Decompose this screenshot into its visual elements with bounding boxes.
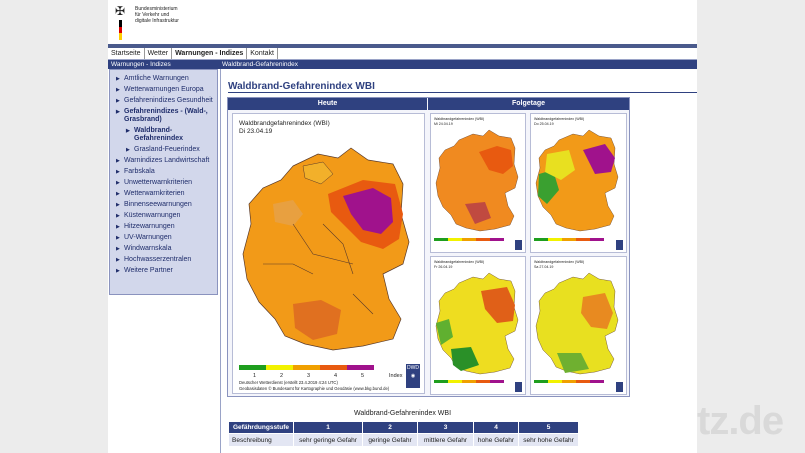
sidebar-item-wetterwarnkriterien[interactable]: Wetterwarnkriterien [110, 188, 217, 199]
sidebar-item-amtliche-warnungen[interactable]: Amtliche Warnungen [110, 73, 217, 84]
hazard-table-title: Waldbrand-Gefahrenindex WBI [354, 410, 452, 417]
hazard-header-1: 1 [293, 421, 363, 434]
hazard-desc-5: sehr hohe Gefahr [518, 433, 579, 447]
page: ✠ Bundesministerium für Verkehr und digi… [108, 0, 697, 453]
hazard-desc-4: hohe Gefahr [473, 433, 519, 447]
hazard-desc-1: sehr geringe Gefahr [293, 433, 363, 447]
nav-item-kontakt[interactable]: Kontakt [247, 48, 279, 59]
hazard-table: Gefährdungsstufe 1 2 3 4 5 Beschreibung … [228, 421, 579, 447]
small-map-3[interactable]: Waldbrandgefahrenindex (WBI) Fr 26.04.19 [430, 256, 526, 395]
sidebar-item-farbskala[interactable]: Farbskala [110, 166, 217, 177]
title-underline [228, 92, 697, 93]
sidebar-title: Warnungen - Indizes [111, 61, 171, 68]
watermark: tz.de [697, 399, 784, 443]
germany-map-today [242, 147, 410, 351]
page-title: Waldbrand-Gefahrenindex WBI [228, 81, 375, 92]
hazard-header-4: 4 [473, 421, 519, 434]
germany-map-small-2 [535, 129, 619, 232]
big-map-panel[interactable]: Waldbrandgefahrenindex (WBI) Di 23.04.19… [232, 113, 425, 394]
scale-label-2: 2 [280, 373, 284, 379]
sidebar-item-binnenseewarnungen[interactable]: Binnenseewarnungen [110, 199, 217, 210]
scale-index-label: Index [389, 373, 403, 379]
dwd-small-icon [515, 382, 522, 392]
small-map-1-date: Mi 24.04.19 [434, 122, 453, 126]
big-map-footer1: Deutscher Wetterdienst (erstellt 23.4.20… [239, 380, 338, 385]
nav-item-wetter[interactable]: Wetter [145, 48, 173, 59]
scale-label-1: 1 [253, 373, 257, 379]
nav-item-warnungen[interactable]: Warnungen - Indizes [172, 48, 248, 59]
sidebar-item-grasland[interactable]: Grasland-Feuerindex [110, 144, 217, 155]
scale-label-5: 5 [361, 373, 365, 379]
small-scale-1 [434, 238, 504, 241]
hazard-header-5: 5 [518, 421, 579, 434]
dwd-small-icon [616, 240, 623, 250]
small-map-3-title: Waldbrandgefahrenindex (WBI) [434, 260, 485, 264]
sidebar-item-weitere-partner[interactable]: Weitere Partner [110, 265, 217, 276]
big-map-date: Di 23.04.19 [239, 128, 273, 135]
sidebar: Amtliche Warnungen Wetterwarnungen Europ… [109, 69, 218, 295]
germany-map-small-1 [435, 129, 519, 232]
ministry-logo[interactable]: ✠ Bundesministerium für Verkehr und digi… [115, 4, 205, 40]
nav-item-startseite[interactable]: Startseite [108, 48, 145, 59]
maps-box: Heute Folgetage Waldbrandgefahrenindex (… [227, 97, 630, 397]
sidebar-item-unwetterwarnkriterien[interactable]: Unwetterwarnkriterien [110, 177, 217, 188]
col-header-folgetage: Folgetage [428, 98, 629, 110]
ministry-line3: digitale Infrastruktur [135, 18, 179, 24]
small-map-4-date: Sa 27.04.19 [534, 265, 554, 269]
hazard-header-label: Gefährdungsstufe [228, 421, 294, 434]
dwd-small-icon [616, 382, 623, 392]
small-map-4[interactable]: Waldbrandgefahrenindex (WBI) Sa 27.04.19 [530, 256, 627, 395]
sidebar-item-gefahrenindizes-brand[interactable]: Gefahrenindizes - (Wald-, Grasbrand) [110, 106, 217, 125]
hazard-header-2: 2 [362, 421, 418, 434]
germany-map-small-4 [535, 272, 619, 375]
big-map-title: Waldbrandgefahrenindex (WBI) [239, 120, 330, 127]
content-title: Waldbrand-Gefahrenindex [222, 61, 298, 68]
small-scale-3 [434, 380, 504, 383]
top-bar [108, 44, 697, 48]
ministry-name: Bundesministerium für Verkehr und digita… [135, 6, 215, 24]
sidebar-item-warnindizes-landwirtschaft[interactable]: Warnindizes Landwirtschaft [110, 155, 217, 166]
small-map-3-date: Fr 26.04.19 [434, 265, 453, 269]
section-header-bar: Warnungen - Indizes Waldbrand-Gefahrenin… [108, 60, 697, 69]
sidebar-item-hochwasserzentralen[interactable]: Hochwasserzentralen [110, 254, 217, 265]
ministry-line2: für Verkehr und [135, 12, 170, 18]
eagle-icon: ✠ [115, 4, 126, 18]
hazard-desc-2: geringe Gefahr [362, 433, 418, 447]
dwd-logo-icon: DWD ◉ [406, 364, 420, 388]
sidebar-item-gefahrenindizes-gesundheit[interactable]: Gefahrenindizes Gesundheit [110, 95, 217, 106]
sidebar-item-kuestenwarnungen[interactable]: Küstenwarnungen [110, 210, 217, 221]
small-map-2-date: Do 25.04.19 [534, 122, 554, 126]
sidebar-item-hitzewarnungen[interactable]: Hitzewarnungen [110, 221, 217, 232]
col-header-heute: Heute [228, 98, 427, 110]
small-map-1[interactable]: Waldbrandgefahrenindex (WBI) Mi 24.04.19 [430, 113, 526, 253]
main-nav: Startseite Wetter Warnungen - Indizes Konta… [108, 48, 697, 60]
ministry-line1: Bundesministerium [135, 6, 178, 12]
small-map-2-title: Waldbrandgefahrenindex (WBI) [534, 117, 585, 121]
small-map-4-title: Waldbrandgefahrenindex (WBI) [534, 260, 585, 264]
sidebar-item-uv-warnungen[interactable]: UV-Warnungen [110, 232, 217, 243]
hazard-desc-3: mittlere Gefahr [417, 433, 474, 447]
small-map-2[interactable]: Waldbrandgefahrenindex (WBI) Do 25.04.19 [530, 113, 627, 253]
small-map-1-title: Waldbrandgefahrenindex (WBI) [434, 117, 485, 121]
small-scale-2 [534, 238, 604, 241]
sidebar-item-waldbrand[interactable]: Waldbrand-Gefahrenindex [110, 125, 217, 144]
german-flag-icon [119, 20, 122, 40]
dwd-small-icon [515, 240, 522, 250]
big-map-footer2: Geobasisdaten © Bundesamt für Kartograph… [239, 386, 390, 391]
color-scale-bar [239, 365, 374, 370]
dwd-logo-text: DWD [407, 365, 419, 371]
hazard-row-label: Beschreibung [228, 433, 294, 447]
hazard-header-3: 3 [417, 421, 474, 434]
sidebar-item-windwarnskala[interactable]: Windwarnskala [110, 243, 217, 254]
small-scale-4 [534, 380, 604, 383]
scale-label-4: 4 [334, 373, 338, 379]
germany-map-small-3 [435, 272, 519, 375]
divider [220, 69, 221, 453]
sidebar-item-wetterwarnungen-europa[interactable]: Wetterwarnungen Europa [110, 84, 217, 95]
scale-label-3: 3 [307, 373, 311, 379]
